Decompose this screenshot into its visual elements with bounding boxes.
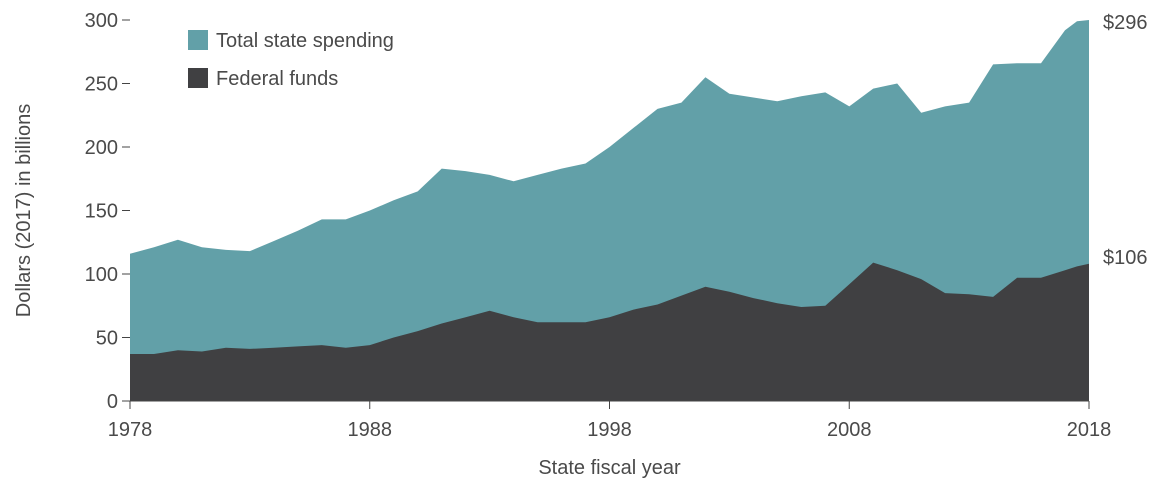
end-label-total-state-spending: $296 xyxy=(1103,12,1148,34)
x-tick-label: 2018 xyxy=(1067,419,1112,441)
x-tick-label: 1998 xyxy=(587,419,632,441)
end-label-federal-funds: $106 xyxy=(1103,247,1148,269)
legend: Total state spending Federal funds xyxy=(188,30,394,90)
x-tick-label: 2008 xyxy=(827,419,872,441)
x-tick-label: 1978 xyxy=(108,419,153,441)
legend-label-total-state-spending: Total state spending xyxy=(216,30,394,52)
area-federal-funds xyxy=(130,262,1089,401)
y-axis-ticks: 0 50 100 150 200 250 300 xyxy=(85,10,130,413)
y-tick-label: 100 xyxy=(85,264,118,286)
y-tick-label: 250 xyxy=(85,74,118,96)
legend-swatch-total-state-spending xyxy=(188,30,208,50)
y-tick-label: 50 xyxy=(96,328,118,350)
x-axis-title: State fiscal year xyxy=(538,457,681,479)
y-tick-label: 0 xyxy=(107,391,118,413)
y-tick-label: 200 xyxy=(85,137,118,159)
legend-label-federal-funds: Federal funds xyxy=(216,68,338,90)
x-tick-label: 1988 xyxy=(348,419,393,441)
chart-areas xyxy=(130,20,1089,401)
y-tick-label: 150 xyxy=(85,201,118,223)
y-tick-label: 300 xyxy=(85,10,118,32)
y-axis-title: Dollars (2017) in billions xyxy=(13,104,35,317)
legend-swatch-federal-funds xyxy=(188,68,208,88)
x-axis-ticks: 1978 1988 1998 2008 2018 xyxy=(108,401,1112,441)
